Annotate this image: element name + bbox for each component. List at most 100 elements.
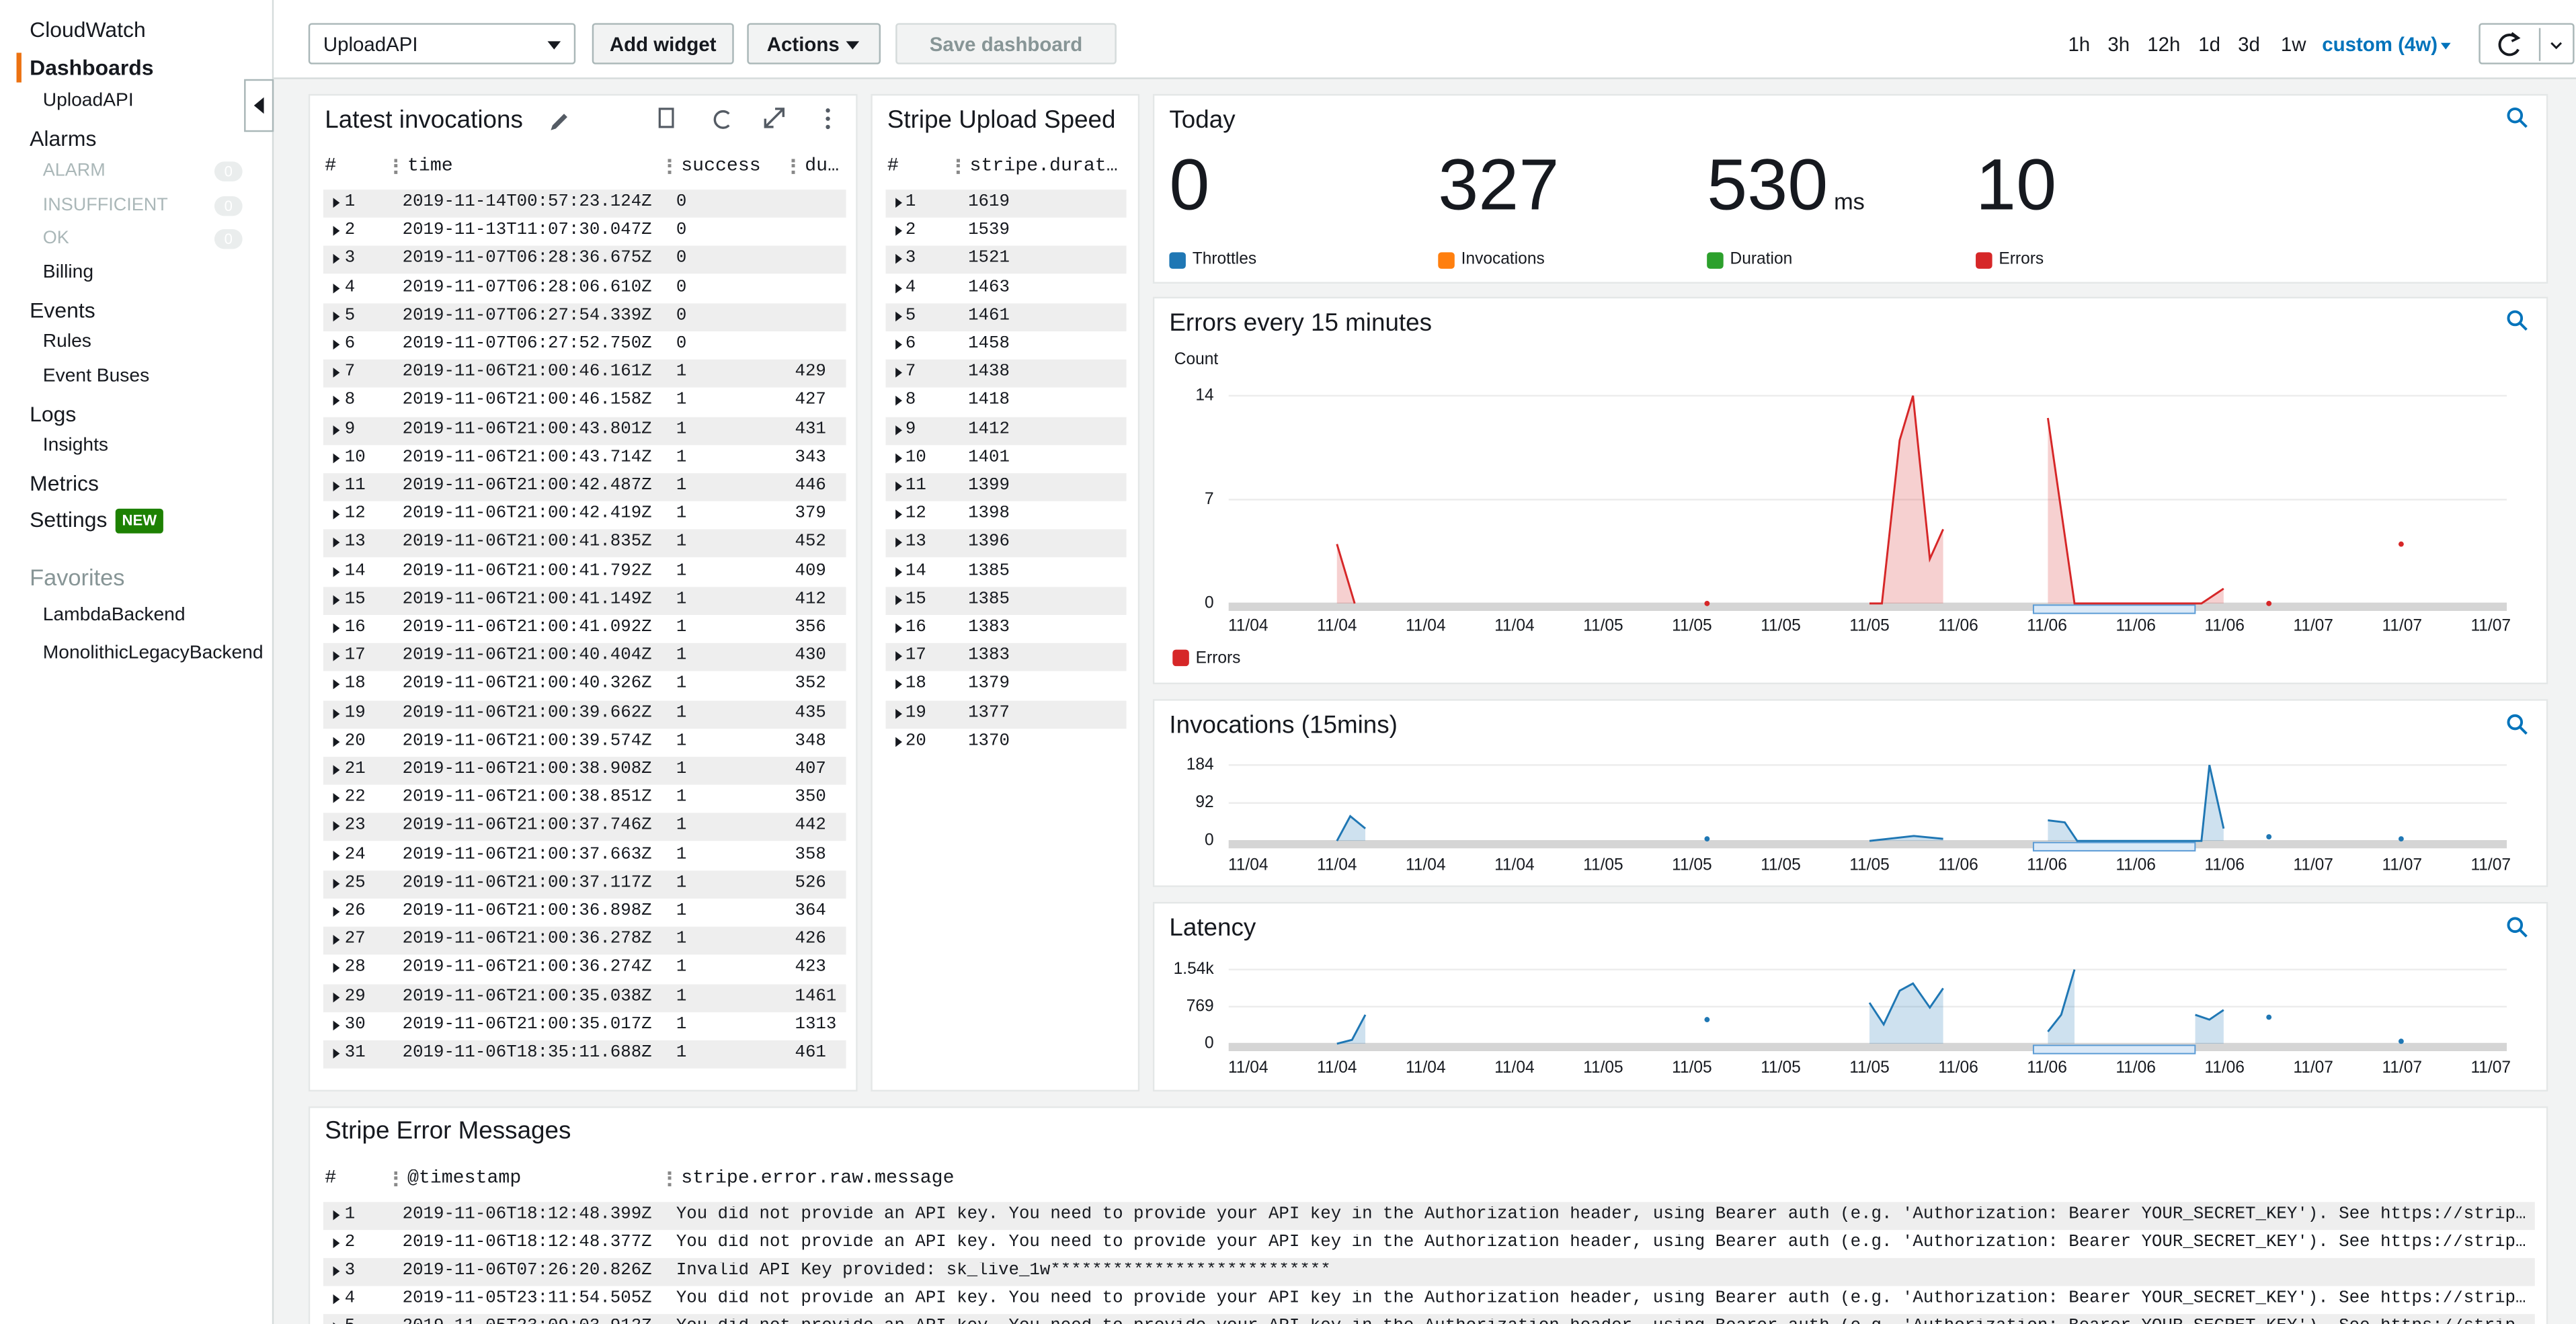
table-row[interactable] <box>885 530 1127 558</box>
expand-icon[interactable] <box>333 679 340 690</box>
expand-icon[interactable] <box>333 339 340 350</box>
expand-icon[interactable] <box>333 935 340 946</box>
expand-icon[interactable] <box>333 198 340 208</box>
expand-icon[interactable] <box>333 254 340 265</box>
expand-icon[interactable] <box>895 509 902 520</box>
table-row[interactable] <box>323 190 846 218</box>
expand-icon[interactable] <box>895 651 902 662</box>
expand-icon[interactable] <box>895 198 902 208</box>
time-range[interactable]: custom (4w) <box>2322 33 2438 56</box>
nav-subitem[interactable]: Billing <box>42 262 94 283</box>
nav-item[interactable]: Events <box>30 297 95 323</box>
expand-icon[interactable] <box>333 311 340 321</box>
expand-icon[interactable] <box>333 793 340 804</box>
nav-subitem[interactable]: UploadAPI <box>42 91 134 111</box>
expand-icon[interactable] <box>895 226 902 237</box>
dashboard-select[interactable]: UploadAPI <box>308 23 576 65</box>
expand-icon[interactable] <box>333 226 340 237</box>
expand-icon[interactable] <box>333 963 340 974</box>
nav-subitem[interactable]: Insights <box>42 436 109 456</box>
table-row[interactable] <box>323 870 846 899</box>
table-row[interactable] <box>885 473 1127 501</box>
time-range[interactable]: 1h <box>2068 33 2091 56</box>
expand-icon[interactable] <box>333 424 340 435</box>
expand-icon[interactable] <box>333 538 340 548</box>
table-row[interactable] <box>885 501 1127 530</box>
expand-icon[interactable] <box>333 282 340 293</box>
table-row[interactable] <box>323 530 846 558</box>
table-row[interactable] <box>323 643 846 671</box>
table-row[interactable] <box>323 1286 2535 1315</box>
time-range[interactable]: 1d <box>2198 33 2221 56</box>
favorite-item[interactable]: MonolithicLegacyBackend <box>42 643 264 663</box>
table-row[interactable] <box>323 586 846 615</box>
table-row[interactable] <box>323 501 846 530</box>
expand-icon[interactable] <box>895 311 902 321</box>
nav-item[interactable]: Logs <box>30 401 77 427</box>
expand-icon[interactable] <box>895 453 902 463</box>
expand-icon[interactable] <box>895 339 902 350</box>
alarm-state[interactable]: INSUFFICIENT <box>42 194 168 214</box>
table-row[interactable] <box>323 444 846 473</box>
expand-icon[interactable] <box>895 282 902 293</box>
expand-icon[interactable] <box>333 1322 340 1324</box>
table-row[interactable] <box>323 558 846 587</box>
expand-icon[interactable] <box>333 878 340 888</box>
table-row[interactable] <box>885 218 1127 247</box>
time-range[interactable]: 1w <box>2280 33 2306 56</box>
expand-icon[interactable] <box>895 566 902 577</box>
expand-icon[interactable] <box>333 1020 340 1030</box>
expand-icon[interactable] <box>333 850 340 860</box>
table-row[interactable] <box>885 643 1127 671</box>
expand-icon[interactable] <box>333 1294 340 1305</box>
expand-icon[interactable] <box>333 368 340 378</box>
table-row[interactable] <box>323 1011 846 1040</box>
table-row[interactable] <box>885 331 1127 360</box>
expand-icon[interactable] <box>333 765 340 776</box>
alarm-state[interactable]: OK <box>42 228 69 249</box>
table-row[interactable] <box>885 246 1127 275</box>
table-row[interactable] <box>885 671 1127 700</box>
expand-icon[interactable] <box>333 651 340 662</box>
table-row[interactable] <box>323 416 846 445</box>
expand-icon[interactable] <box>333 907 340 917</box>
expand-icon[interactable] <box>895 623 902 634</box>
time-range[interactable]: 3h <box>2107 33 2130 56</box>
expand-icon[interactable] <box>333 821 340 832</box>
expand-icon[interactable] <box>895 481 902 492</box>
table-row[interactable] <box>323 1040 846 1069</box>
expand-icon[interactable] <box>895 538 902 548</box>
table-row[interactable] <box>885 302 1127 331</box>
time-range[interactable]: 3d <box>2238 33 2260 56</box>
table-row[interactable] <box>323 473 846 501</box>
expand-icon[interactable] <box>895 595 902 605</box>
table-row[interactable] <box>323 785 846 813</box>
nav-title[interactable]: CloudWatch <box>30 17 146 42</box>
expand-icon[interactable] <box>333 595 340 605</box>
table-row[interactable] <box>323 983 846 1012</box>
table-row[interactable] <box>885 360 1127 388</box>
table-row[interactable] <box>323 927 846 955</box>
table-row[interactable] <box>323 331 846 360</box>
table-row[interactable] <box>885 615 1127 643</box>
table-row[interactable] <box>323 1230 2535 1258</box>
expand-icon[interactable] <box>895 396 902 407</box>
table-row[interactable] <box>885 416 1127 445</box>
table-row[interactable] <box>323 615 846 643</box>
table-row[interactable] <box>323 700 846 729</box>
alarm-state[interactable]: ALARM <box>42 161 106 181</box>
expand-icon[interactable] <box>333 453 340 463</box>
table-row[interactable] <box>323 671 846 700</box>
table-row[interactable] <box>323 1314 2535 1324</box>
expand-icon[interactable] <box>333 708 340 718</box>
expand-icon[interactable] <box>333 396 340 407</box>
collapse-button[interactable] <box>244 79 274 132</box>
expand-icon[interactable] <box>333 991 340 1002</box>
table-row[interactable] <box>885 586 1127 615</box>
expand-icon[interactable] <box>333 1238 340 1249</box>
expand-icon[interactable] <box>333 1266 340 1276</box>
table-row[interactable] <box>885 558 1127 587</box>
table-row[interactable] <box>885 444 1127 473</box>
table-row[interactable] <box>885 728 1127 757</box>
table-row[interactable] <box>323 813 846 842</box>
